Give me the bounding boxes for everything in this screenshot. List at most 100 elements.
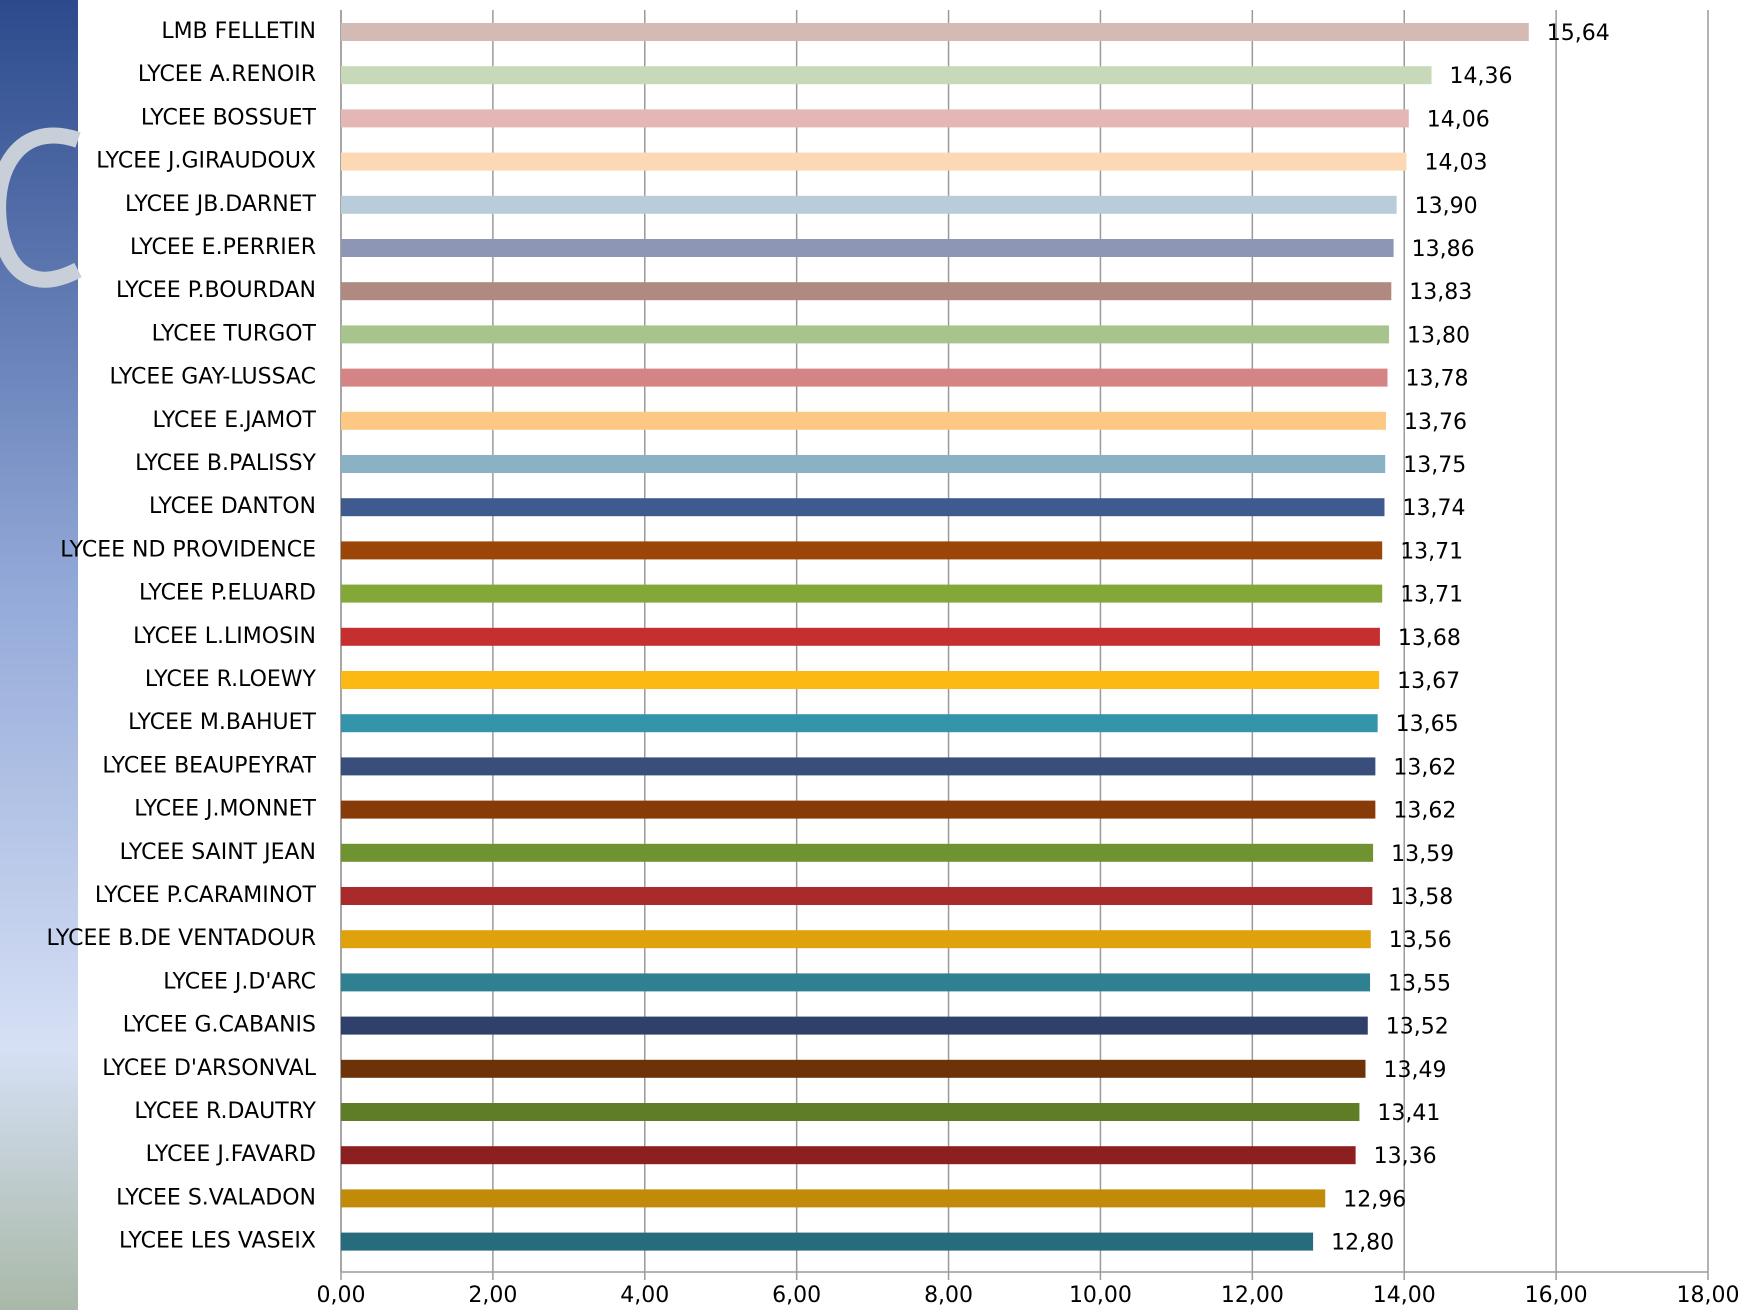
value-label: 13,75 — [1403, 453, 1466, 478]
value-label: 12,96 — [1343, 1187, 1406, 1212]
category-label: LMB FELLETIN — [161, 19, 316, 44]
value-label: 13,90 — [1415, 194, 1478, 219]
category-label: LYCEE GAY-LUSSAC — [109, 365, 316, 390]
value-label: 13,56 — [1389, 928, 1452, 953]
x-tick-label: 0,00 — [317, 1283, 366, 1308]
value-label: 13,78 — [1406, 367, 1469, 392]
value-label: 13,59 — [1391, 842, 1454, 867]
bar — [341, 757, 1376, 776]
value-label: 13,62 — [1393, 799, 1456, 824]
value-label: 13,62 — [1393, 755, 1456, 780]
category-label: LYCEE A.RENOIR — [138, 62, 316, 87]
bar — [341, 930, 1371, 949]
bar — [341, 152, 1407, 171]
value-label: 13,65 — [1396, 712, 1459, 737]
category-label: LYCEE JB.DARNET — [125, 192, 317, 217]
bar — [341, 671, 1380, 689]
value-label: 13,55 — [1388, 971, 1451, 996]
bar — [341, 1103, 1360, 1121]
category-label: LYCEE L.LIMOSIN — [133, 624, 316, 649]
value-label: 15,64 — [1547, 21, 1610, 46]
value-label: 12,80 — [1331, 1231, 1394, 1256]
bar — [341, 498, 1385, 517]
bar — [341, 109, 1409, 128]
bar — [341, 887, 1373, 905]
value-label: 13,49 — [1383, 1058, 1446, 1083]
x-tick-label: 12,00 — [1221, 1283, 1284, 1308]
value-label: 13,80 — [1407, 323, 1470, 348]
value-label: 13,86 — [1412, 237, 1475, 262]
category-label: LYCEE B.DE VENTADOUR — [47, 926, 316, 951]
value-label: 13,41 — [1377, 1101, 1440, 1126]
category-label: LYCEE TURGOT — [152, 321, 317, 346]
category-label: LYCEE P.CARAMINOT — [95, 883, 317, 908]
decor-arc — [0, 127, 82, 288]
category-label: LYCEE E.JAMOT — [152, 408, 316, 433]
bar — [341, 584, 1383, 603]
x-tick-label: 2,00 — [468, 1283, 517, 1308]
bar — [341, 195, 1397, 214]
category-label: LYCEE E.PERRIER — [130, 235, 316, 260]
value-label: 13,36 — [1374, 1144, 1437, 1169]
x-tick-label: 6,00 — [772, 1283, 821, 1308]
bar — [341, 66, 1432, 85]
category-label: LYCEE S.VALADON — [116, 1185, 316, 1210]
value-label: 13,67 — [1397, 669, 1460, 694]
category-label: LYCEE SAINT JEAN — [120, 840, 316, 865]
bar — [341, 541, 1383, 560]
value-label: 14,36 — [1450, 64, 1513, 89]
category-label: LYCEE J.MONNET — [134, 797, 316, 822]
category-label: LYCEE J.D'ARC — [163, 969, 316, 994]
bar — [341, 1189, 1326, 1208]
category-label: LYCEE B.PALISSY — [135, 451, 316, 476]
bar — [341, 455, 1386, 473]
category-label: LYCEE D'ARSONVAL — [102, 1056, 316, 1081]
value-label: 13,74 — [1402, 496, 1465, 521]
x-tick-label: 18,00 — [1677, 1283, 1740, 1308]
bar — [341, 239, 1394, 257]
category-label: LYCEE P.BOURDAN — [116, 278, 316, 303]
value-label: 14,03 — [1425, 151, 1488, 176]
category-label: LYCEE LES VASEIX — [119, 1229, 316, 1254]
bar — [341, 843, 1374, 862]
value-label: 14,06 — [1427, 107, 1490, 132]
bar — [341, 714, 1378, 733]
category-label: LYCEE J.FAVARD — [146, 1142, 316, 1167]
x-tick-label: 4,00 — [620, 1283, 669, 1308]
value-label: 13,76 — [1404, 410, 1467, 435]
bar — [341, 23, 1529, 41]
x-tick-label: 8,00 — [924, 1283, 973, 1308]
bar — [341, 368, 1388, 387]
value-label: 13,58 — [1390, 885, 1453, 910]
bar — [341, 411, 1386, 430]
bar — [341, 325, 1390, 344]
x-tick-label: 16,00 — [1525, 1283, 1588, 1308]
value-label: 13,68 — [1398, 626, 1461, 651]
category-label: LYCEE BEAUPEYRAT — [102, 753, 316, 778]
value-label: 13,83 — [1409, 280, 1472, 305]
x-tick-label: 10,00 — [1069, 1283, 1132, 1308]
value-label: 13,52 — [1386, 1015, 1449, 1040]
category-label: LYCEE ND PROVIDENCE — [60, 537, 316, 562]
bar — [341, 800, 1376, 819]
side-panel — [0, 0, 78, 1310]
bar — [341, 1016, 1368, 1035]
category-label: LYCEE M.BAHUET — [128, 710, 316, 735]
value-label: 13,71 — [1400, 539, 1463, 564]
category-label: LYCEE G.CABANIS — [123, 1013, 316, 1038]
bar — [341, 973, 1371, 992]
value-label: 13,71 — [1400, 583, 1463, 608]
category-label: LYCEE J.GIRAUDOUX — [96, 149, 316, 174]
bar — [341, 1059, 1366, 1078]
bar — [341, 282, 1392, 301]
bar — [341, 1232, 1314, 1251]
x-tick-label: 14,00 — [1373, 1283, 1436, 1308]
bar — [341, 627, 1380, 646]
category-label: LYCEE BOSSUET — [141, 105, 317, 130]
category-label: LYCEE DANTON — [149, 494, 316, 519]
category-label: LYCEE R.LOEWY — [145, 667, 317, 692]
bar — [341, 1146, 1356, 1165]
category-label: LYCEE P.ELUARD — [139, 581, 316, 606]
category-label: LYCEE R.DAUTRY — [134, 1099, 316, 1124]
